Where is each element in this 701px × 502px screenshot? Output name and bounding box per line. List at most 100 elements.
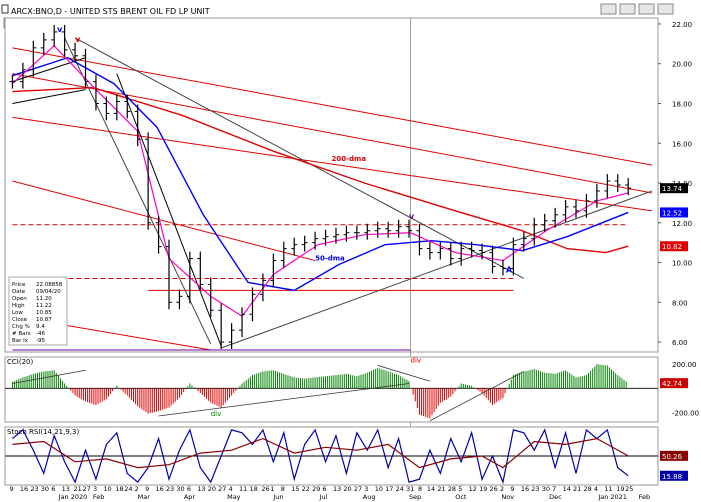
cci-trend-line [158, 383, 410, 417]
trend-line [116, 73, 222, 347]
data-window-key: Low [12, 310, 23, 316]
sma200-line [12, 86, 629, 254]
cci-tag [660, 378, 688, 389]
data-window-key: Close [12, 317, 28, 323]
x-day-label: 20 [343, 485, 351, 493]
price-tag-label: 10.82 [662, 243, 682, 251]
price-panel-frame [4, 17, 659, 353]
data-window: Price 22.08858 Date 09/04/20 Open 11.20 High 11… [8, 276, 68, 346]
y-tick-label: 10.00 [672, 260, 692, 268]
data-window-value: 11.20 [36, 296, 52, 302]
maximize-icon[interactable] [600, 3, 617, 15]
price-tag-label: 12.52 [662, 209, 682, 217]
trend-line [12, 47, 653, 166]
y-tick-label: 12.00 [672, 220, 692, 228]
data-window-key: Bar Ix [12, 338, 29, 344]
window-toolbar [600, 3, 674, 15]
data-window-value: 10.85 [36, 310, 52, 316]
x-day-label: 8 [418, 485, 422, 493]
x-day-label: 30 [176, 485, 184, 493]
x-month-label: Nov [501, 493, 514, 501]
x-day-label: 21 [74, 485, 82, 493]
price-tag [660, 183, 688, 194]
x-day-label: 16 [20, 485, 28, 493]
x-day-label: 14 [427, 485, 435, 493]
x-axis: 9 16 23 30 6 13 21 27 3 10 18 24 2 9 16 23 30 6 13 20 27 4 11 1… [9, 485, 650, 501]
cci-annotation: div [211, 410, 222, 418]
cci-trend-line [377, 365, 431, 382]
data-window-key: Price [12, 282, 26, 288]
close-icon[interactable] [638, 3, 655, 15]
cci-trend-line [12, 369, 86, 384]
trend-line [12, 116, 653, 212]
x-day-label: 3 [364, 485, 368, 493]
x-day-label: 12 [469, 485, 477, 493]
x-day-label: 11 [604, 485, 612, 493]
trend-line [74, 37, 525, 279]
x-day-label: 9 [510, 485, 514, 493]
x-month-label: May [227, 493, 241, 501]
x-month-label: Oct [455, 493, 467, 501]
x-month-label: Jul [319, 493, 328, 501]
signal-marker: v [409, 212, 415, 221]
stoch-tag [660, 470, 688, 481]
x-day-label: 23 [531, 485, 539, 493]
x-day-label: 23 [30, 485, 38, 493]
x-month-label: Sep [409, 493, 421, 501]
x-day-label: 30 [542, 485, 550, 493]
x-day-label: 24 [396, 485, 404, 493]
x-day-label: 5 [458, 485, 462, 493]
data-window-value: 10.87 [36, 317, 52, 323]
cci-annotation: div [411, 356, 422, 364]
x-day-label: 4 [594, 485, 598, 493]
x-day-label: 13 [197, 485, 205, 493]
x-day-label: 6 [187, 485, 191, 493]
stoch-title: Stoch RSI(14,21,9,3) [7, 428, 79, 436]
price-tag-label: 13.74 [662, 185, 683, 193]
x-day-label: 6 [51, 485, 55, 493]
y-tick-label: 16.00 [672, 140, 692, 148]
x-month-label: Mar [138, 493, 151, 501]
y-tick-label: 22.00 [672, 21, 692, 29]
x-day-label: 19 [616, 485, 624, 493]
minimize-icon[interactable] [657, 3, 674, 15]
x-month-label: Jun [272, 493, 283, 501]
stoch-tag-label: 50.26 [662, 453, 683, 461]
y-tick-label: 6.00 [672, 339, 688, 347]
x-day-label: 3 [93, 485, 97, 493]
data-window-value: 09/04/20 [36, 289, 61, 295]
stoch-tag-label: 15.88 [662, 473, 682, 481]
chart-menu-icon[interactable] [1, 4, 9, 14]
x-day-label: 28 [448, 485, 456, 493]
cci-trend-line [429, 371, 525, 422]
signal-marker: v [57, 25, 63, 34]
trend-line [64, 37, 212, 345]
x-day-label: 26 [261, 485, 269, 493]
signal-marker: A [506, 265, 513, 274]
data-window-key: Chg % [12, 324, 30, 330]
x-day-label: 27 [218, 485, 226, 493]
data-window-key: High [12, 303, 25, 309]
x-month-label: Feb [93, 493, 105, 501]
x-day-label: 31 [406, 485, 414, 493]
x-month-label: Aug [363, 493, 376, 501]
x-day-label: 10 [103, 485, 111, 493]
x-day-label: 14 [563, 485, 571, 493]
trend-line [12, 89, 86, 104]
stoch-panel: Stoch RSI(14,21,9,3) 50.26 15.88 [4, 426, 688, 486]
x-day-label: 13 [62, 485, 70, 493]
cci-tick-label: -200.00 [672, 409, 699, 417]
x-day-label: 19 [479, 485, 487, 493]
x-day-label: 21 [573, 485, 581, 493]
restore-icon[interactable] [619, 3, 636, 15]
data-window-key: Open [12, 296, 27, 302]
x-month-label: Dec [549, 493, 562, 501]
x-day-label: 8 [281, 485, 285, 493]
x-day-label: 9 [9, 485, 13, 493]
x-day-label: 20 [208, 485, 216, 493]
x-day-label: 24 [124, 485, 132, 493]
data-window-key: # Bars [12, 331, 31, 337]
cci-title: CCI(20) [7, 358, 33, 366]
y-tick-label: 18.00 [672, 100, 692, 108]
